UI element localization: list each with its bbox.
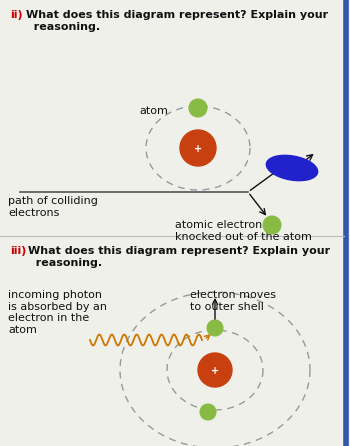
Circle shape — [207, 320, 223, 336]
Text: electron moves
to outer shell: electron moves to outer shell — [190, 290, 276, 312]
Circle shape — [189, 99, 207, 117]
Text: ii): ii) — [10, 10, 23, 20]
Text: atom: atom — [139, 106, 168, 116]
Text: atomic electron is
knocked out of the atom: atomic electron is knocked out of the at… — [175, 220, 312, 242]
Circle shape — [198, 353, 232, 387]
Text: iii): iii) — [10, 246, 26, 256]
Text: What does this diagram represent? Explain your
  reasoning.: What does this diagram represent? Explai… — [28, 246, 330, 268]
Text: +: + — [194, 144, 202, 154]
Text: +: + — [211, 366, 219, 376]
Circle shape — [263, 216, 281, 234]
Circle shape — [180, 130, 216, 166]
Ellipse shape — [266, 155, 318, 181]
Text: path of colliding
electrons: path of colliding electrons — [8, 196, 98, 218]
Text: What does this diagram represent? Explain your
  reasoning.: What does this diagram represent? Explai… — [26, 10, 328, 32]
Circle shape — [200, 404, 216, 420]
Text: incoming photon
is absorbed by an
electron in the
atom: incoming photon is absorbed by an electr… — [8, 290, 107, 335]
